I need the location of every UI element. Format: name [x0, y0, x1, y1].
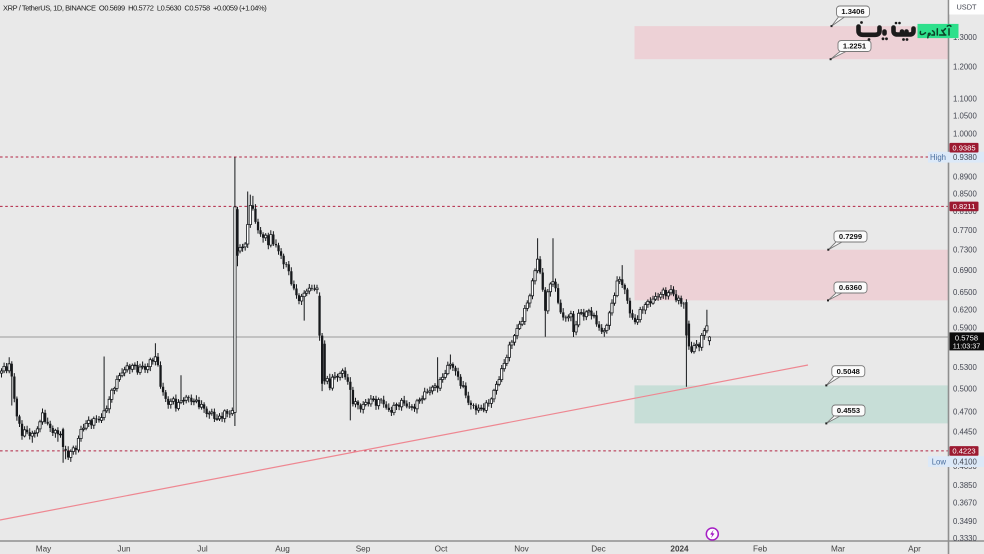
svg-text:Nov: Nov [514, 545, 529, 554]
svg-text:0.5900: 0.5900 [953, 324, 978, 333]
svg-text:0.6360: 0.6360 [839, 283, 862, 292]
svg-text:0.7300: 0.7300 [953, 245, 978, 254]
svg-text:0.5000: 0.5000 [953, 385, 978, 394]
svg-text:0.8100: 0.8100 [953, 207, 978, 216]
svg-text:0.4450: 0.4450 [953, 428, 978, 437]
svg-text:0.4223: 0.4223 [952, 447, 975, 456]
svg-text:Oct: Oct [435, 545, 448, 554]
svg-text:Feb: Feb [753, 545, 768, 554]
svg-text:Jun: Jun [117, 545, 131, 554]
svg-text:0.3850: 0.3850 [953, 481, 978, 490]
svg-text:11:03:37: 11:03:37 [953, 342, 980, 351]
svg-text:2024: 2024 [670, 545, 689, 554]
svg-text:May: May [36, 545, 52, 554]
svg-text:0.9385: 0.9385 [952, 144, 975, 153]
svg-text:1.2251: 1.2251 [843, 42, 867, 51]
svg-text:1.3406: 1.3406 [841, 7, 864, 16]
svg-text:0.3330: 0.3330 [953, 534, 978, 543]
svg-text:0.8900: 0.8900 [953, 173, 978, 182]
svg-text:1.1000: 1.1000 [953, 95, 978, 104]
svg-text:0.7299: 0.7299 [839, 232, 862, 241]
svg-text:0.6900: 0.6900 [953, 266, 978, 275]
svg-text:1.0000: 1.0000 [953, 130, 978, 139]
svg-text:0.4553: 0.4553 [837, 406, 860, 415]
svg-text:0.3490: 0.3490 [953, 517, 978, 526]
svg-text:0.6200: 0.6200 [953, 306, 978, 315]
svg-text:0.5048: 0.5048 [837, 367, 860, 376]
svg-text:Apr: Apr [908, 545, 921, 554]
svg-text:Low: Low [932, 458, 947, 467]
svg-text:0.3670: 0.3670 [953, 498, 978, 507]
svg-text:Sep: Sep [356, 545, 371, 554]
svg-text:0.9380: 0.9380 [953, 153, 978, 162]
svg-text:0.8211: 0.8211 [953, 202, 976, 211]
svg-text:0.4100: 0.4100 [953, 458, 978, 467]
svg-text:1.2000: 1.2000 [953, 63, 978, 72]
svg-text:0.8500: 0.8500 [953, 189, 978, 198]
svg-text:Aug: Aug [275, 545, 290, 554]
svg-text:0.5758: 0.5758 [955, 333, 978, 342]
svg-text:Mar: Mar [831, 545, 845, 554]
svg-text:XRP / TetherUS, 1D, BINANCE O: XRP / TetherUS, 1D, BINANCE O0.5699 H0.5… [3, 4, 267, 13]
svg-text:Dec: Dec [591, 545, 606, 554]
svg-text:USDT: USDT [956, 3, 977, 12]
svg-text:0.5300: 0.5300 [953, 363, 978, 372]
svg-text:1.3000: 1.3000 [953, 33, 978, 42]
svg-text:0.6500: 0.6500 [953, 288, 978, 297]
svg-text:0.7700: 0.7700 [953, 226, 978, 235]
svg-text:1.0500: 1.0500 [953, 112, 978, 121]
svg-text:Jul: Jul [197, 545, 208, 554]
svg-text:High: High [930, 153, 946, 162]
svg-text:0.4700: 0.4700 [953, 407, 978, 416]
